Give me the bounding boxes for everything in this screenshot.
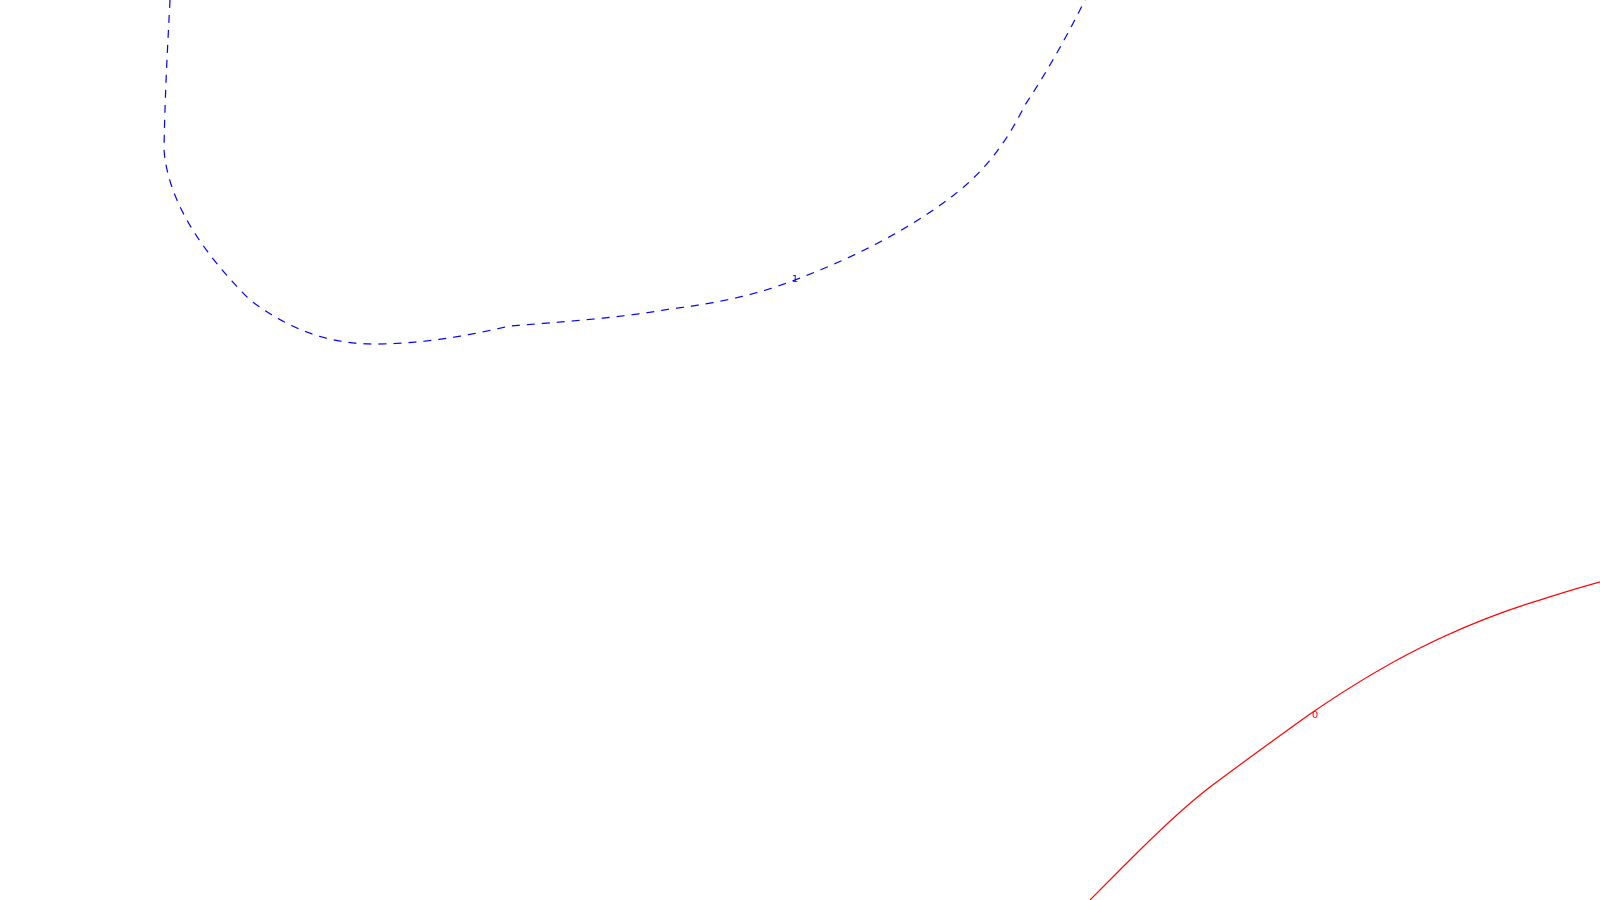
contour-line-level-1 xyxy=(163,0,1086,345)
contour-label-1: 1 xyxy=(792,274,798,285)
contour-label-0: 0 xyxy=(1312,710,1318,721)
contour-line-level-0 xyxy=(1089,581,1600,900)
